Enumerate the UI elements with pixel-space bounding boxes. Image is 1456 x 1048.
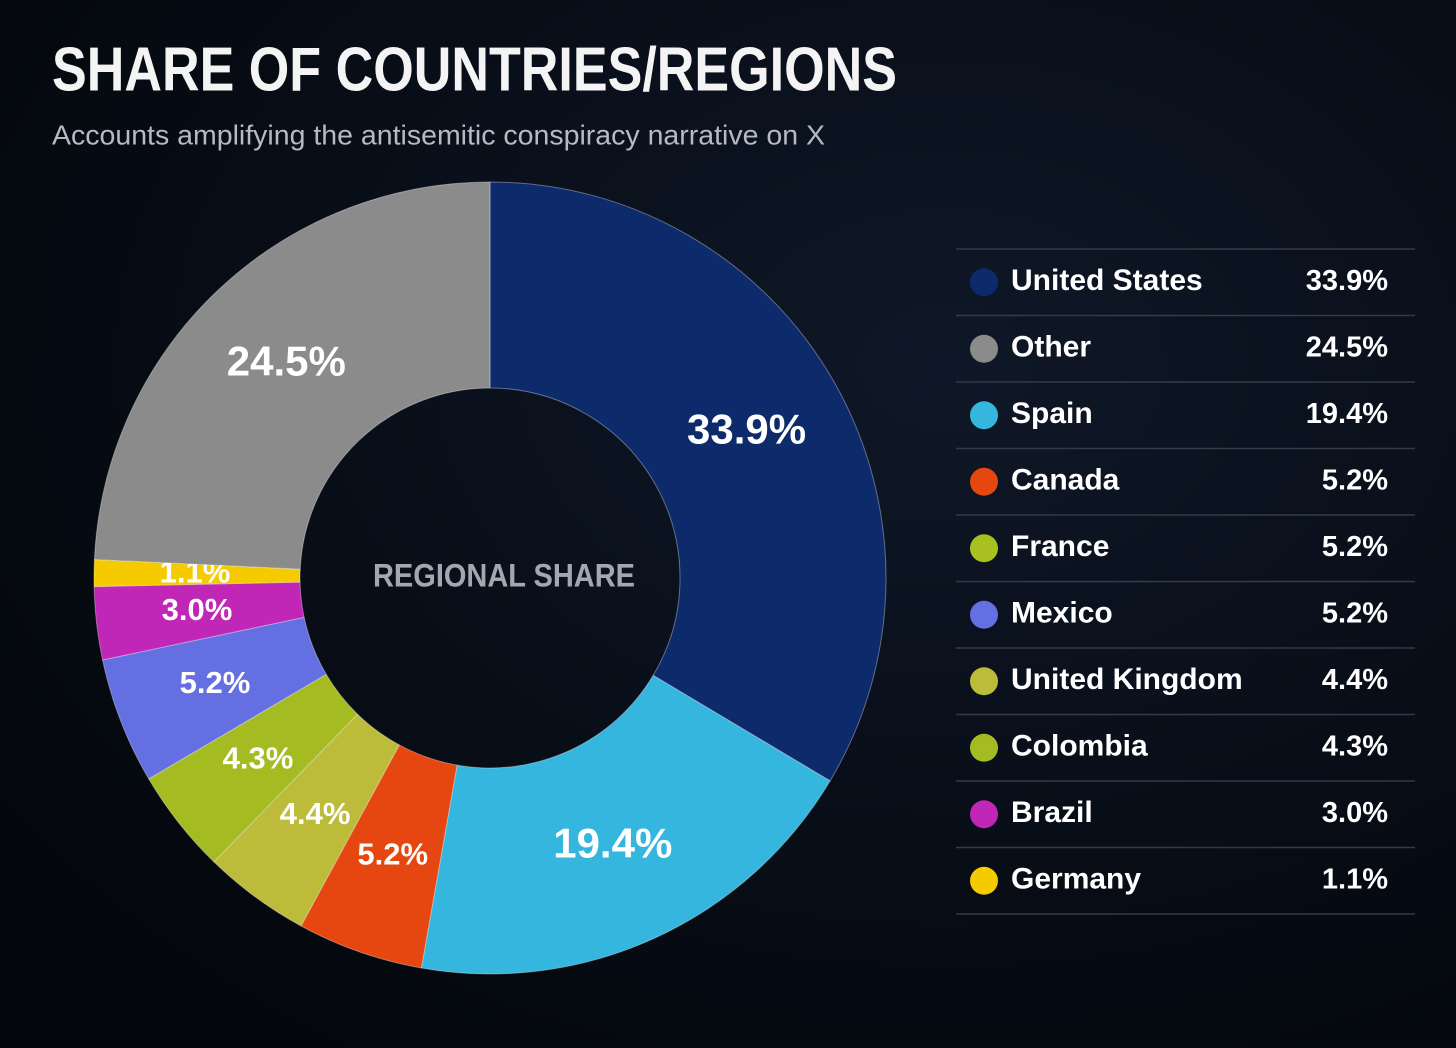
- legend-value: 4.4%: [1322, 664, 1388, 696]
- chart-subtitle: Accounts amplifying the antisemitic cons…: [52, 119, 825, 150]
- donut-slice: [300, 744, 458, 969]
- center-label: REGIONAL SHARE: [373, 557, 635, 593]
- legend-swatch: [970, 600, 998, 629]
- slice-label: 24.5%: [227, 338, 346, 385]
- chart-title: SHARE OF COUNTRIES/REGIONS: [52, 35, 897, 104]
- legend-name: United States: [1011, 264, 1203, 297]
- legend-swatch: [970, 534, 998, 563]
- legend-swatch: [970, 467, 998, 496]
- legend-swatch: [970, 268, 998, 297]
- donut-slice: [420, 674, 831, 975]
- legend-swatch: [970, 334, 998, 363]
- legend-name: Germany: [1011, 863, 1141, 896]
- legend-value: 5.2%: [1322, 597, 1388, 629]
- legend-value: 4.3%: [1322, 730, 1388, 762]
- donut-slice: [489, 181, 887, 782]
- donut-slice: [93, 581, 305, 661]
- legend-name: Colombia: [1011, 730, 1148, 763]
- donut-slice: [93, 181, 491, 570]
- donut-slice: [148, 673, 359, 863]
- legend-value: 33.9%: [1306, 265, 1388, 297]
- legend-name: United Kingdom: [1011, 663, 1243, 696]
- legend-name: Mexico: [1011, 597, 1113, 630]
- legend-name: France: [1011, 530, 1109, 563]
- legend-value: 5.2%: [1322, 464, 1388, 496]
- slice-label: 5.2%: [357, 837, 428, 872]
- donut-slice: [101, 616, 327, 780]
- legend-name: Spain: [1011, 397, 1093, 430]
- legend-name: Other: [1011, 331, 1091, 364]
- slice-label: 4.3%: [223, 740, 294, 775]
- slice-label: 19.4%: [553, 819, 672, 866]
- legend-swatch: [970, 866, 998, 895]
- legend-name: Canada: [1011, 464, 1120, 497]
- legend-swatch: [970, 733, 998, 762]
- legend-value: 3.0%: [1322, 797, 1388, 829]
- legend-value: 5.2%: [1322, 531, 1388, 563]
- slice-label: 3.0%: [162, 592, 233, 627]
- donut: 33.9%19.4%5.2%4.4%4.3%5.2%3.0%1.1%24.5%: [93, 181, 887, 975]
- legend: United States 33.9% Other 24.5% Spain 19.4% Ca…: [956, 248, 1415, 915]
- legend-swatch: [970, 401, 998, 430]
- legend-swatch: [970, 800, 998, 829]
- legend-swatch: [970, 667, 998, 696]
- legend-value: 1.1%: [1322, 863, 1388, 895]
- legend-value: 19.4%: [1306, 398, 1388, 430]
- legend-value: 24.5%: [1306, 331, 1388, 363]
- legend-name: Brazil: [1011, 796, 1093, 829]
- donut-slice: [213, 713, 400, 927]
- slice-label: 33.9%: [687, 405, 806, 452]
- slice-label: 5.2%: [180, 665, 251, 700]
- slice-label: 4.4%: [280, 796, 351, 831]
